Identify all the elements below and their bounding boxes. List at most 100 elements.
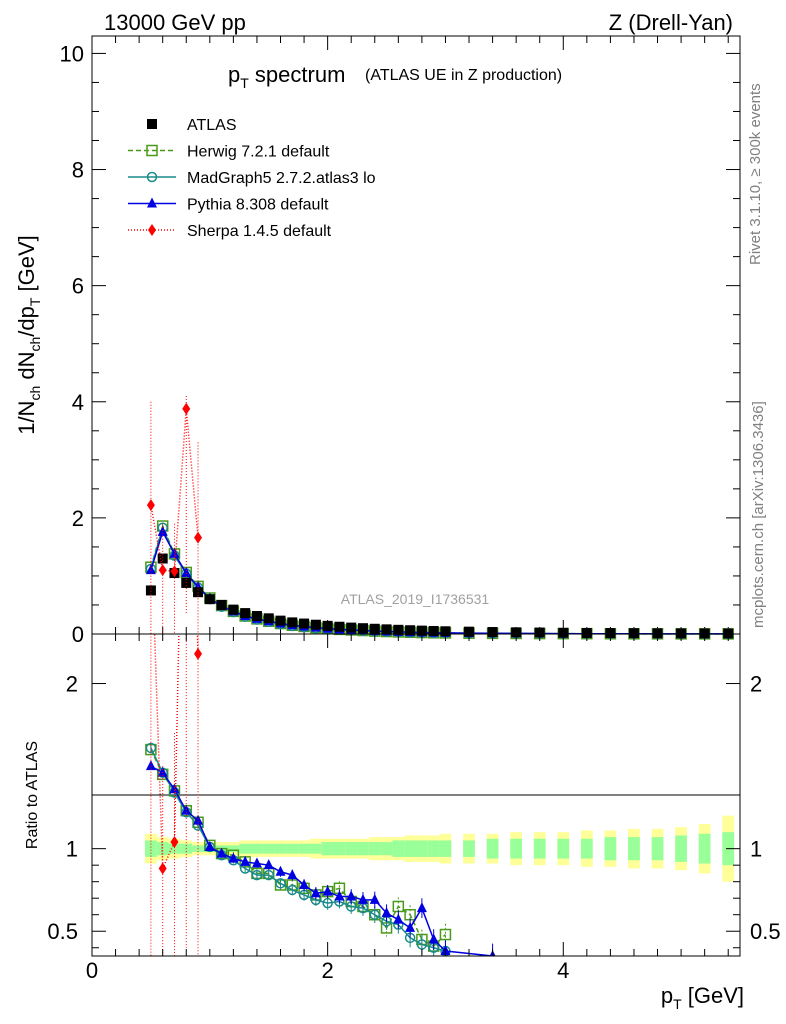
marker-madgraph xyxy=(287,884,298,896)
band-inner-bin xyxy=(309,843,322,854)
main-y-tick-label: 4 xyxy=(72,390,84,415)
marker-pythia xyxy=(228,852,239,863)
marker-atlas xyxy=(652,628,663,639)
marker-atlas xyxy=(275,615,286,626)
marker-atlas xyxy=(240,608,251,619)
marker-pythia xyxy=(299,878,310,889)
x-tick-label: 4 xyxy=(557,958,569,983)
main-y-tick-label: 0 xyxy=(72,622,84,647)
band-inner-bin xyxy=(604,837,617,861)
marker-pythia xyxy=(275,865,286,876)
marker-atlas xyxy=(440,626,451,637)
main-y-tick-label: 2 xyxy=(72,506,84,531)
marker-pythia xyxy=(310,887,321,898)
marker-atlas xyxy=(299,618,310,629)
main-y-tick-label: 10 xyxy=(60,41,84,66)
marker-sherpa xyxy=(148,224,156,236)
marker-pythia xyxy=(145,760,156,771)
band-inner-bin xyxy=(286,843,299,854)
legend: ATLAS Herwig 7.2.1 default MadGraph5 2.7.2… xyxy=(128,117,376,240)
marker-pythia xyxy=(334,890,345,901)
main-y-tick-labels: 0 2 4 6 8 10 xyxy=(60,41,84,647)
marker-sherpa xyxy=(170,565,179,578)
legend-label-sherpa: Sherpa 1.4.5 default xyxy=(187,223,332,240)
marker-atlas xyxy=(405,625,416,636)
marker-sherpa xyxy=(194,531,203,544)
marker-atlas xyxy=(263,613,274,624)
band-inner-bin xyxy=(239,843,252,854)
ratio-panel-frame xyxy=(91,633,741,957)
marker-atlas xyxy=(287,617,298,628)
marker-pythia xyxy=(145,564,156,575)
marker-pythia xyxy=(147,197,157,208)
band-inner-bin xyxy=(439,840,452,857)
ratio-y-axis-label: Ratio to ATLAS xyxy=(24,741,41,849)
marker-pythia xyxy=(369,893,380,904)
marker-atlas xyxy=(464,626,475,637)
ratio-series-pythia xyxy=(145,760,496,956)
marker-pythia xyxy=(346,890,357,901)
series-line-pythia xyxy=(150,529,729,635)
marker-atlas xyxy=(581,627,592,638)
marker-atlas xyxy=(346,622,357,633)
marker-atlas xyxy=(381,624,392,635)
ratio-axis-ticks xyxy=(91,634,740,956)
series-madgraph xyxy=(145,522,734,640)
marker-pythia xyxy=(287,869,298,880)
watermark: ATLAS_2019_I1736531 xyxy=(341,591,490,607)
marker-atlas xyxy=(676,628,687,639)
title-p: p xyxy=(228,62,240,87)
legend-label-atlas: ATLAS xyxy=(187,117,237,134)
band-inner-bin xyxy=(298,843,310,854)
marker-atlas xyxy=(228,604,239,615)
marker-madgraph xyxy=(369,909,381,920)
mcplots-label: mcplots.cern.ch [arXiv:1306.3436] xyxy=(750,401,767,628)
marker-pythia xyxy=(216,847,227,858)
x-tick-labels: 0 2 4 xyxy=(86,958,570,983)
band-inner-bin xyxy=(368,842,381,856)
band-inner-bin xyxy=(380,842,393,856)
band-inner-bin xyxy=(333,842,346,856)
band-inner-bin xyxy=(698,833,711,864)
header-right: Z (Drell-Yan) xyxy=(609,10,733,35)
marker-pythia xyxy=(169,783,180,794)
marker-pythia xyxy=(240,855,251,866)
x-tick-label: 0 xyxy=(86,958,98,983)
band-inner-bin xyxy=(651,837,664,861)
band-inner-bin xyxy=(357,842,369,856)
title-word: spectrum xyxy=(249,62,346,87)
marker-atlas xyxy=(558,627,569,638)
band-inner-bin xyxy=(533,838,546,859)
marker-atlas xyxy=(357,623,368,634)
chart-title-note: (ATLAS UE in Z production) xyxy=(365,67,562,84)
rivet-label: Rivet 3.1.10, ≥ 300k events xyxy=(747,83,764,265)
marker-madgraph xyxy=(416,939,428,950)
ratio-uncertainty-band xyxy=(145,815,735,882)
series-herwig xyxy=(145,520,734,640)
ratio-y-tick-label-right: 0.5 xyxy=(750,919,781,944)
marker-pythia xyxy=(381,907,392,918)
marker-madgraph xyxy=(275,878,286,889)
ratio-y-tick-label-left: 0.5 xyxy=(47,919,78,944)
legend-label-herwig: Herwig 7.2.1 default xyxy=(187,144,330,161)
marker-atlas xyxy=(216,599,227,610)
marker-atlas xyxy=(147,119,157,129)
series-atlas xyxy=(145,553,734,639)
band-inner-bin xyxy=(156,842,169,856)
ratio-y-tick-labels: 0.5 0.5 1 1 2 2 xyxy=(47,672,780,945)
series-line-madgraph xyxy=(150,525,729,635)
marker-atlas xyxy=(322,620,333,631)
legend-label-pythia: Pythia 8.308 default xyxy=(187,197,329,214)
ratio-data-layer xyxy=(145,634,496,956)
marker-pythia xyxy=(193,814,204,825)
band-inner-bin xyxy=(274,843,287,854)
band-inner-bin xyxy=(510,838,523,859)
marker-pythia xyxy=(357,893,368,904)
band-inner-bin xyxy=(580,838,593,859)
marker-atlas xyxy=(534,627,545,638)
band-inner-bin xyxy=(321,842,334,856)
marker-herwig xyxy=(146,144,158,157)
marker-sherpa xyxy=(170,836,179,849)
marker-atlas xyxy=(416,625,427,636)
band-inner-bin xyxy=(557,838,570,859)
